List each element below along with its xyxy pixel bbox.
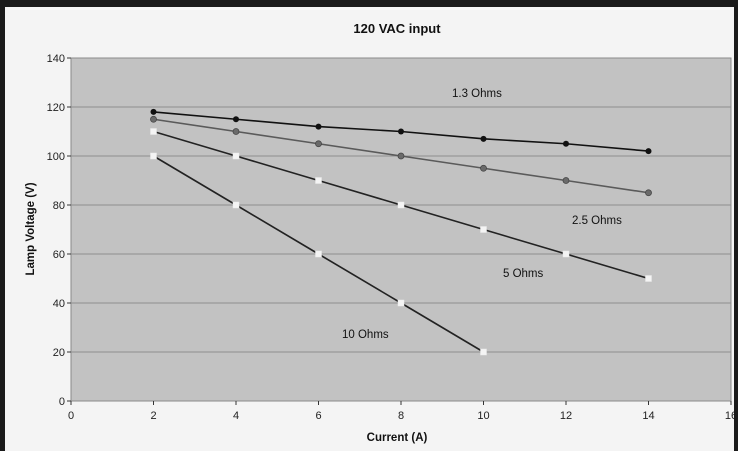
data-point (645, 189, 652, 197)
y-tick-label: 60 (53, 249, 65, 261)
data-point (563, 140, 569, 147)
data-point (645, 275, 652, 282)
y-tick-label: 40 (53, 298, 65, 310)
line-chart: 120 VAC input 0 20 40 60 80 100 120 140 0 2 4 6 8 10… (25, 21, 734, 444)
data-point (232, 152, 240, 160)
series-label-5-ohms: 5 Ohms (503, 268, 544, 280)
data-point (150, 108, 157, 115)
series-1 (150, 108, 652, 155)
series-label-1-3-ohms: 1.3 Ohms (452, 88, 502, 100)
data-point (232, 201, 240, 209)
x-tick-label: 16 (725, 410, 734, 422)
data-point (232, 128, 240, 135)
y-tick-label: 80 (53, 200, 65, 212)
data-point (562, 177, 570, 184)
data-point (233, 116, 239, 123)
x-tick-label: 2 (150, 410, 156, 422)
data-point (397, 299, 405, 307)
data-point (315, 140, 322, 148)
y-axis-label: Lamp Voltage (V) (25, 182, 37, 275)
y-tick-label: 20 (53, 347, 65, 359)
data-point (315, 177, 322, 184)
chart-title: 120 VAC input (353, 21, 441, 36)
data-point (480, 135, 487, 142)
y-tick-label: 120 (47, 102, 65, 114)
x-tick-label: 14 (642, 410, 654, 422)
series-label-10-ohms: 10 Ohms (342, 329, 389, 341)
x-tick-label: 10 (477, 410, 489, 422)
data-point (398, 128, 404, 135)
data-point (397, 201, 405, 209)
x-axis-label: Current (A) (367, 432, 428, 444)
data-point (480, 348, 487, 356)
x-tick-label: 0 (68, 410, 74, 422)
series-label-2-5-ohms: 2.5 Ohms (572, 215, 622, 227)
y-tick-label: 0 (59, 396, 65, 408)
series-3 (150, 128, 652, 282)
series-layer (150, 108, 652, 356)
plot-area (70, 57, 732, 402)
x-tick-label: 12 (560, 410, 572, 422)
data-point (150, 115, 157, 123)
data-point (315, 123, 322, 130)
data-point (397, 152, 405, 160)
y-axis-ticks: 0 20 40 60 80 100 120 140 (47, 53, 71, 408)
x-axis-ticks: 0 2 4 6 8 10 12 14 16 (68, 401, 734, 422)
series-4 (150, 152, 487, 356)
data-point (315, 250, 322, 258)
x-tick-label: 4 (233, 410, 239, 422)
y-tick-label: 140 (47, 53, 65, 65)
y-tick-label: 100 (47, 151, 65, 163)
x-tick-label: 8 (398, 410, 404, 422)
data-point (150, 152, 157, 160)
chart-panel: 120 VAC input 0 20 40 60 80 100 120 140 0 2 4 6 8 10… (5, 7, 734, 451)
data-point (480, 164, 487, 172)
series-2 (150, 115, 652, 197)
data-point (480, 226, 487, 233)
data-point (562, 250, 570, 258)
x-tick-label: 6 (315, 410, 321, 422)
data-point (645, 148, 652, 155)
data-point (150, 128, 157, 135)
